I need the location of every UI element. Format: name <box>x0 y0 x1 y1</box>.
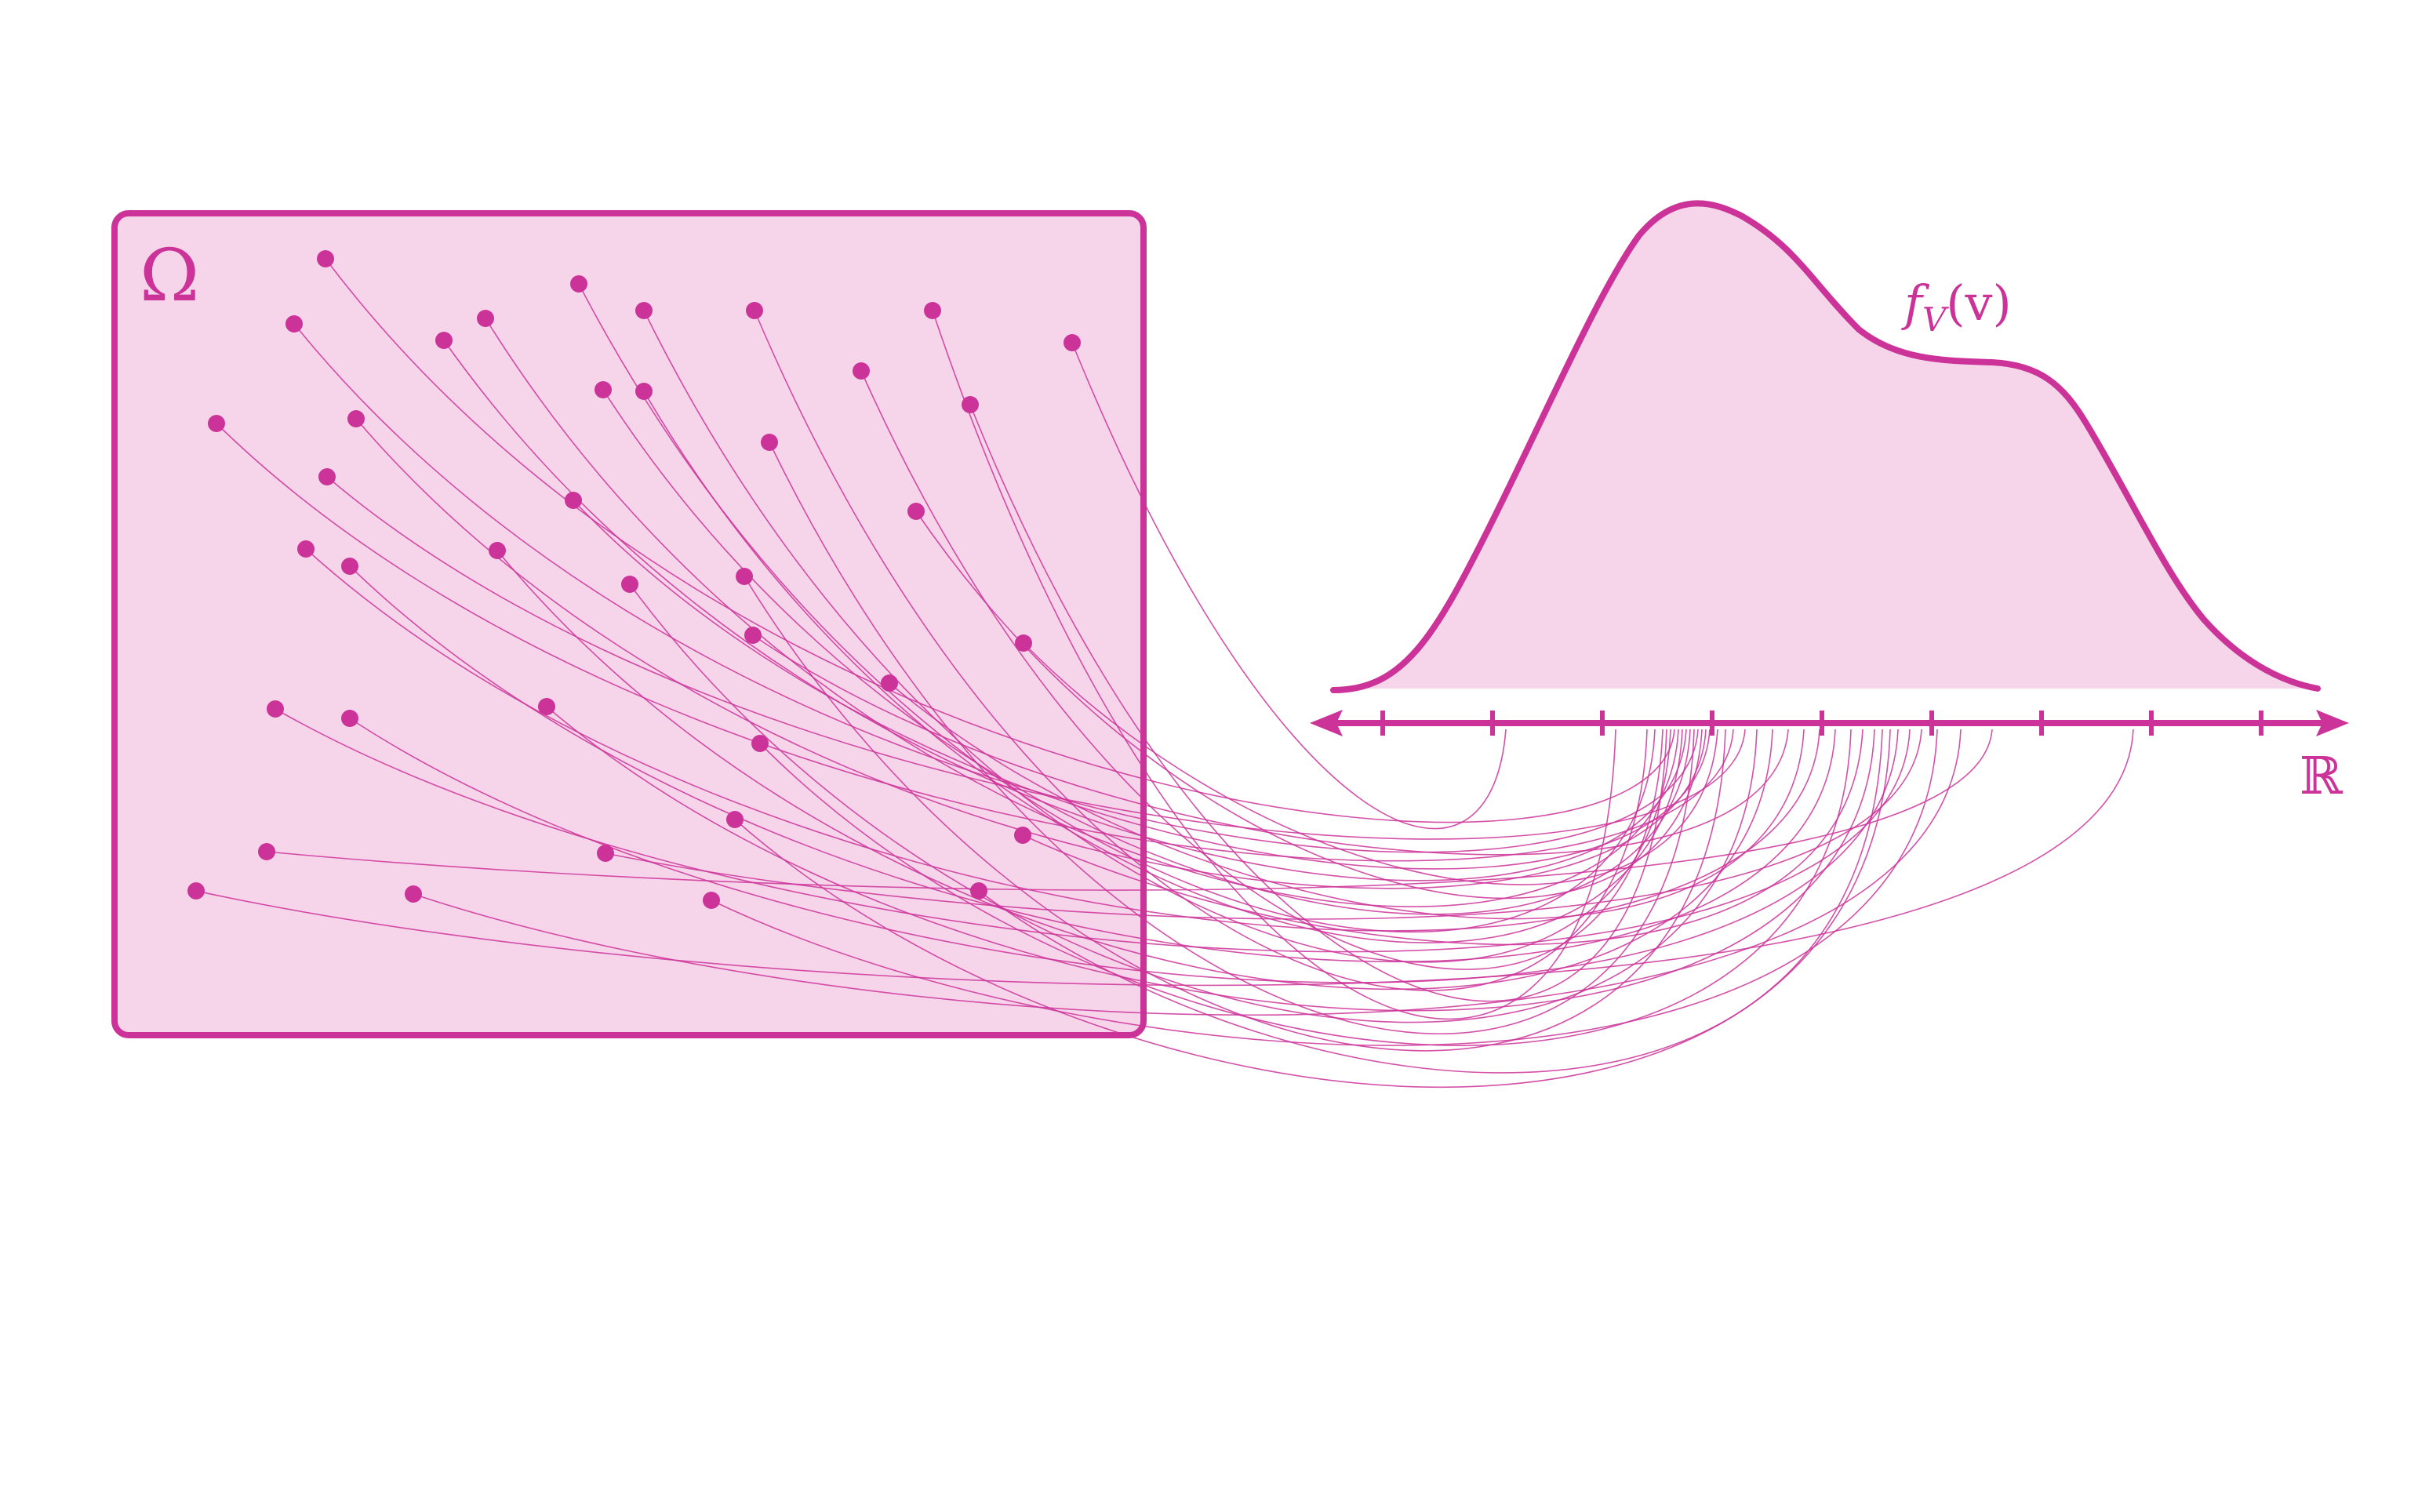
sample-point <box>597 845 614 862</box>
sample-point <box>341 710 358 727</box>
sample-point <box>477 310 494 327</box>
sample-point <box>703 892 720 909</box>
density-plot: fV(v) <box>1330 200 2321 693</box>
sample-point <box>570 275 587 293</box>
density-fill <box>1341 203 2314 689</box>
sample-point <box>317 250 334 267</box>
sample-space-label: Ω <box>140 234 199 318</box>
sample-point <box>208 415 225 432</box>
real-line-label: ℝ <box>2300 746 2343 806</box>
mapping-curve <box>915 511 1703 900</box>
sample-space: Ω <box>111 210 1147 1038</box>
sample-point <box>267 700 284 718</box>
sample-point <box>187 882 205 900</box>
sample-point <box>907 503 925 520</box>
sample-point <box>962 396 979 413</box>
mapping-curve <box>355 418 1707 889</box>
mapping-curve <box>752 634 1789 856</box>
mapping-curve <box>326 476 1746 840</box>
sample-point <box>924 302 941 319</box>
density-label-sub: V <box>1922 300 1949 339</box>
sample-point <box>621 576 638 593</box>
sample-point <box>853 362 870 380</box>
sample-space-box <box>111 210 1147 1038</box>
sample-point <box>1015 634 1032 652</box>
sample-point <box>746 302 763 319</box>
sample-point <box>405 885 422 903</box>
mapping-curve <box>546 706 1875 1012</box>
mapping-curves <box>195 258 2134 1088</box>
mapping-curve <box>754 310 1648 991</box>
density-label: fV(v) <box>1901 274 2012 339</box>
sample-point <box>751 735 769 752</box>
mapping-curve <box>769 442 1695 1034</box>
sample-point <box>435 332 453 349</box>
sample-point <box>736 568 753 585</box>
mapping-curve <box>860 370 1664 970</box>
sample-point <box>761 434 778 451</box>
sample-point <box>347 410 365 427</box>
sample-point <box>881 674 898 692</box>
sample-point <box>489 542 506 559</box>
sample-point <box>635 302 653 319</box>
mapping-curve <box>578 283 1656 933</box>
mapping-curve <box>216 423 1734 862</box>
mapping-curve <box>605 729 1922 920</box>
sample-point <box>341 558 358 575</box>
sample-point <box>565 492 582 509</box>
mapping-curve <box>602 389 1691 915</box>
sample-point <box>970 882 987 900</box>
mapping-curve <box>629 583 1758 1023</box>
sample-point <box>635 383 653 400</box>
mapping-curve <box>325 258 1675 823</box>
sample-point <box>297 540 315 558</box>
mapping-curve <box>643 310 1671 963</box>
sample-point <box>1014 827 1031 844</box>
sample-point <box>285 315 303 333</box>
sample-point <box>258 843 275 860</box>
real-line-axis: ℝ <box>1310 710 2349 806</box>
sample-point <box>538 698 555 715</box>
density-label-arg: (v) <box>1946 274 2011 332</box>
sample-point <box>318 468 336 485</box>
axis-ticks <box>1380 711 2263 736</box>
mapping-curve <box>889 682 1805 920</box>
sample-point <box>595 381 612 398</box>
sample-points <box>187 250 1081 909</box>
mapping-curve <box>266 729 1993 891</box>
mapping-curve <box>293 323 1699 853</box>
mapping-curve <box>573 500 1711 870</box>
mapping-curve <box>932 310 1616 1020</box>
axis-arrow-right <box>2316 710 2349 736</box>
mapping-curve <box>734 729 1891 1088</box>
axis-arrow-left <box>1310 710 1343 736</box>
mapping-curve <box>1071 342 1507 830</box>
density-curve <box>1330 200 2321 693</box>
sample-point <box>744 627 762 644</box>
mapping-curve <box>275 708 1911 953</box>
mapping-curve <box>195 729 2134 987</box>
sample-point <box>726 811 744 828</box>
mapping-curve <box>969 404 1667 1002</box>
sample-point <box>1064 334 1081 351</box>
